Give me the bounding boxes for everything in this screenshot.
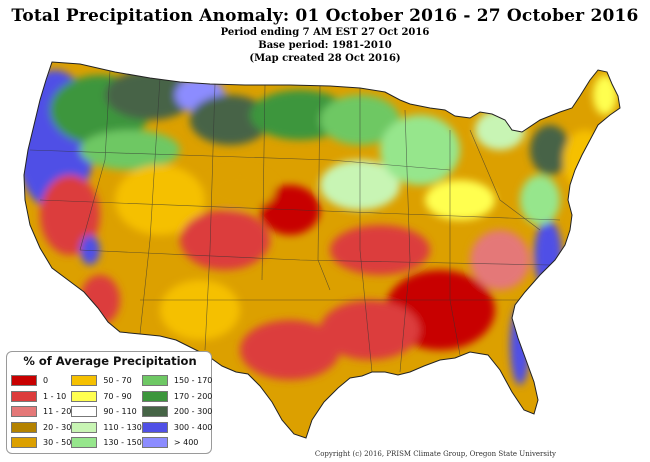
- legend-item: 20 - 30: [11, 420, 71, 436]
- legend-label: 110 - 130: [103, 422, 142, 432]
- legend-grid: 0 1 - 10 11 - 20 20 - 30 30 - 50 50 - 70 70 - …: [11, 373, 213, 453]
- legend-swatch: [11, 437, 37, 449]
- legend-label: 11 - 20: [43, 407, 72, 417]
- map-title: Total Precipitation Anomaly: 01 October …: [11, 6, 639, 26]
- legend-swatch: [11, 375, 37, 387]
- legend-label: 90 - 110: [103, 407, 137, 417]
- legend-item: 90 - 110: [71, 404, 142, 420]
- legend-swatch: [141, 390, 168, 402]
- legend-swatch: [71, 406, 98, 418]
- legend-swatch: [71, 375, 98, 387]
- legend-item: 70 - 90: [71, 389, 142, 405]
- legend-item: 110 - 130: [71, 420, 142, 436]
- legend-swatch: [141, 406, 168, 418]
- base-period-text: Base period: 1981-2010: [258, 40, 392, 51]
- legend-label: 1 - 10: [43, 391, 67, 401]
- legend-item: 200 - 300: [141, 404, 213, 420]
- legend-swatch: [141, 375, 168, 387]
- legend-label: 130 - 150: [103, 438, 142, 448]
- legend-item: 0: [11, 373, 71, 389]
- legend-swatch: [71, 437, 98, 449]
- map-created-text: (Map created 28 Oct 2016): [249, 53, 401, 64]
- legend-swatch: [71, 390, 98, 402]
- legend-item: 1 - 10: [11, 389, 71, 405]
- legend-item: 50 - 70: [71, 373, 142, 389]
- legend-label: 20 - 30: [43, 422, 72, 432]
- legend-swatch: [141, 437, 168, 449]
- legend-item: 11 - 20: [11, 404, 71, 420]
- legend-swatch: [11, 390, 37, 402]
- legend-label: 70 - 90: [103, 391, 132, 401]
- legend-label: 170 - 200: [173, 391, 213, 401]
- legend: % of Average Precipitation 0 1 - 10 11 - 2…: [6, 351, 212, 454]
- state-borders: [29, 69, 561, 373]
- legend-label: 30 - 50: [43, 438, 72, 448]
- legend-label: 150 - 170: [173, 376, 213, 386]
- legend-label: 200 - 300: [173, 407, 213, 417]
- legend-swatch: [11, 421, 37, 433]
- legend-label: 0: [43, 376, 49, 386]
- legend-item: 170 - 200: [141, 389, 213, 405]
- copyright-text: Copyright (c) 2016, PRISM Climate Group,…: [314, 450, 556, 458]
- legend-title: % of Average Precipitation: [23, 354, 197, 368]
- legend-item: 300 - 400: [141, 420, 213, 436]
- legend-item: 30 - 50: [11, 435, 71, 451]
- legend-label: > 400: [173, 438, 199, 448]
- legend-swatch: [141, 421, 168, 433]
- legend-item: 130 - 150: [71, 435, 142, 451]
- legend-swatch: [71, 421, 98, 433]
- legend-item: > 400: [141, 435, 213, 451]
- legend-label: 50 - 70: [103, 376, 132, 386]
- legend-swatch: [11, 406, 37, 418]
- legend-label: 300 - 400: [173, 422, 213, 432]
- period-text: Period ending 7 AM EST 27 Oct 2016: [220, 27, 430, 38]
- legend-item: 150 - 170: [141, 373, 213, 389]
